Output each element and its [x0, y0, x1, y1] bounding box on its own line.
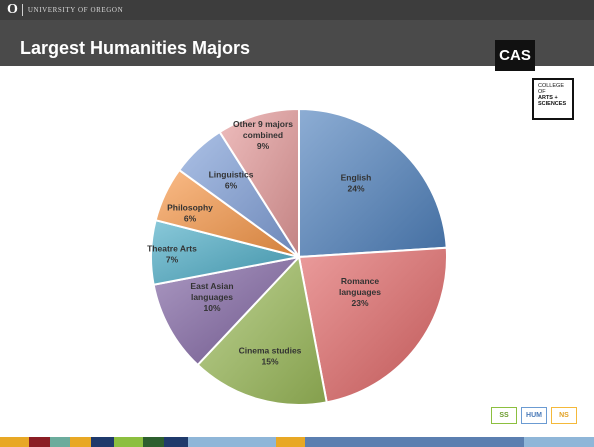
college-logo-line: OF: [538, 89, 546, 95]
slice-value-label: 9%: [257, 141, 270, 151]
footer-strip-segment: [0, 437, 29, 447]
college-logo-line: COLLEGE: [538, 83, 564, 89]
college-logo-line: SCIENCES: [538, 101, 567, 107]
cas-logo: CAS: [495, 40, 535, 71]
slice-category-label: languages: [339, 287, 381, 297]
pie-slice-english: [298, 107, 448, 259]
uo-logo-mark: O: [7, 2, 18, 17]
slice-category-label: Theatre Arts: [147, 244, 197, 254]
footer-strip-segment: [91, 437, 115, 447]
pie-slices: [150, 107, 448, 406]
slice-category-label: Other 9 majors: [233, 119, 293, 129]
header-divider: [21, 4, 23, 16]
pie-slice-east-asian-languages: [152, 255, 302, 367]
slice-category-label: Romance: [341, 276, 380, 286]
footer-strip-segment: [523, 437, 594, 447]
footer-strip-segment: [70, 437, 92, 447]
footer-strip-segment: [276, 437, 305, 447]
slice-value-label: 7%: [166, 255, 179, 265]
slice-value-label: 23%: [351, 298, 368, 308]
slice-category-label: Philosophy: [167, 203, 213, 213]
pie-slice-cinema-studies: [196, 254, 328, 406]
footer-strip-segment: [142, 437, 164, 447]
slice-value-label: 10%: [203, 303, 220, 313]
college-of-arts-sciences-logo: COLLEGE OF ARTS + SCIENCES: [532, 78, 574, 120]
slice-value-label: 15%: [261, 357, 278, 367]
footer-strip-segment: [114, 437, 143, 447]
slice-category-label: English: [341, 173, 372, 183]
footer-strip-segment: [188, 437, 277, 447]
hum-badge: HUM: [521, 407, 547, 424]
pie-slice-other-9-majors-combined: [218, 107, 300, 261]
college-logo-line: ARTS +: [538, 95, 558, 101]
slice-value-label: 6%: [225, 181, 238, 191]
footer-strip-segment: [28, 437, 50, 447]
footer-strip-segment: [49, 437, 71, 447]
university-name: UNIVERSITY OF OREGON: [27, 6, 124, 14]
slice-value-label: 24%: [347, 184, 364, 194]
footer-strip-segment: [304, 437, 524, 447]
university-header-bar: O UNIVERSITY OF OREGON: [0, 0, 594, 20]
slice-category-label: East Asian: [190, 281, 233, 291]
footer-strip-segment: [163, 437, 189, 447]
footer-color-strip: [0, 437, 594, 447]
slice-category-label: combined: [243, 130, 283, 140]
division-badges: SS HUM NS: [491, 407, 577, 424]
slide-title: Largest Humanities Majors: [20, 38, 251, 58]
slice-category-label: languages: [191, 292, 233, 302]
pie-slice-romance-languages: [297, 246, 448, 404]
slice-category-label: Cinema studies: [239, 346, 302, 356]
ss-badge: SS: [491, 407, 517, 424]
slice-category-label: Linguistics: [209, 170, 254, 180]
ns-badge: NS: [551, 407, 577, 424]
slice-value-label: 6%: [184, 214, 197, 224]
